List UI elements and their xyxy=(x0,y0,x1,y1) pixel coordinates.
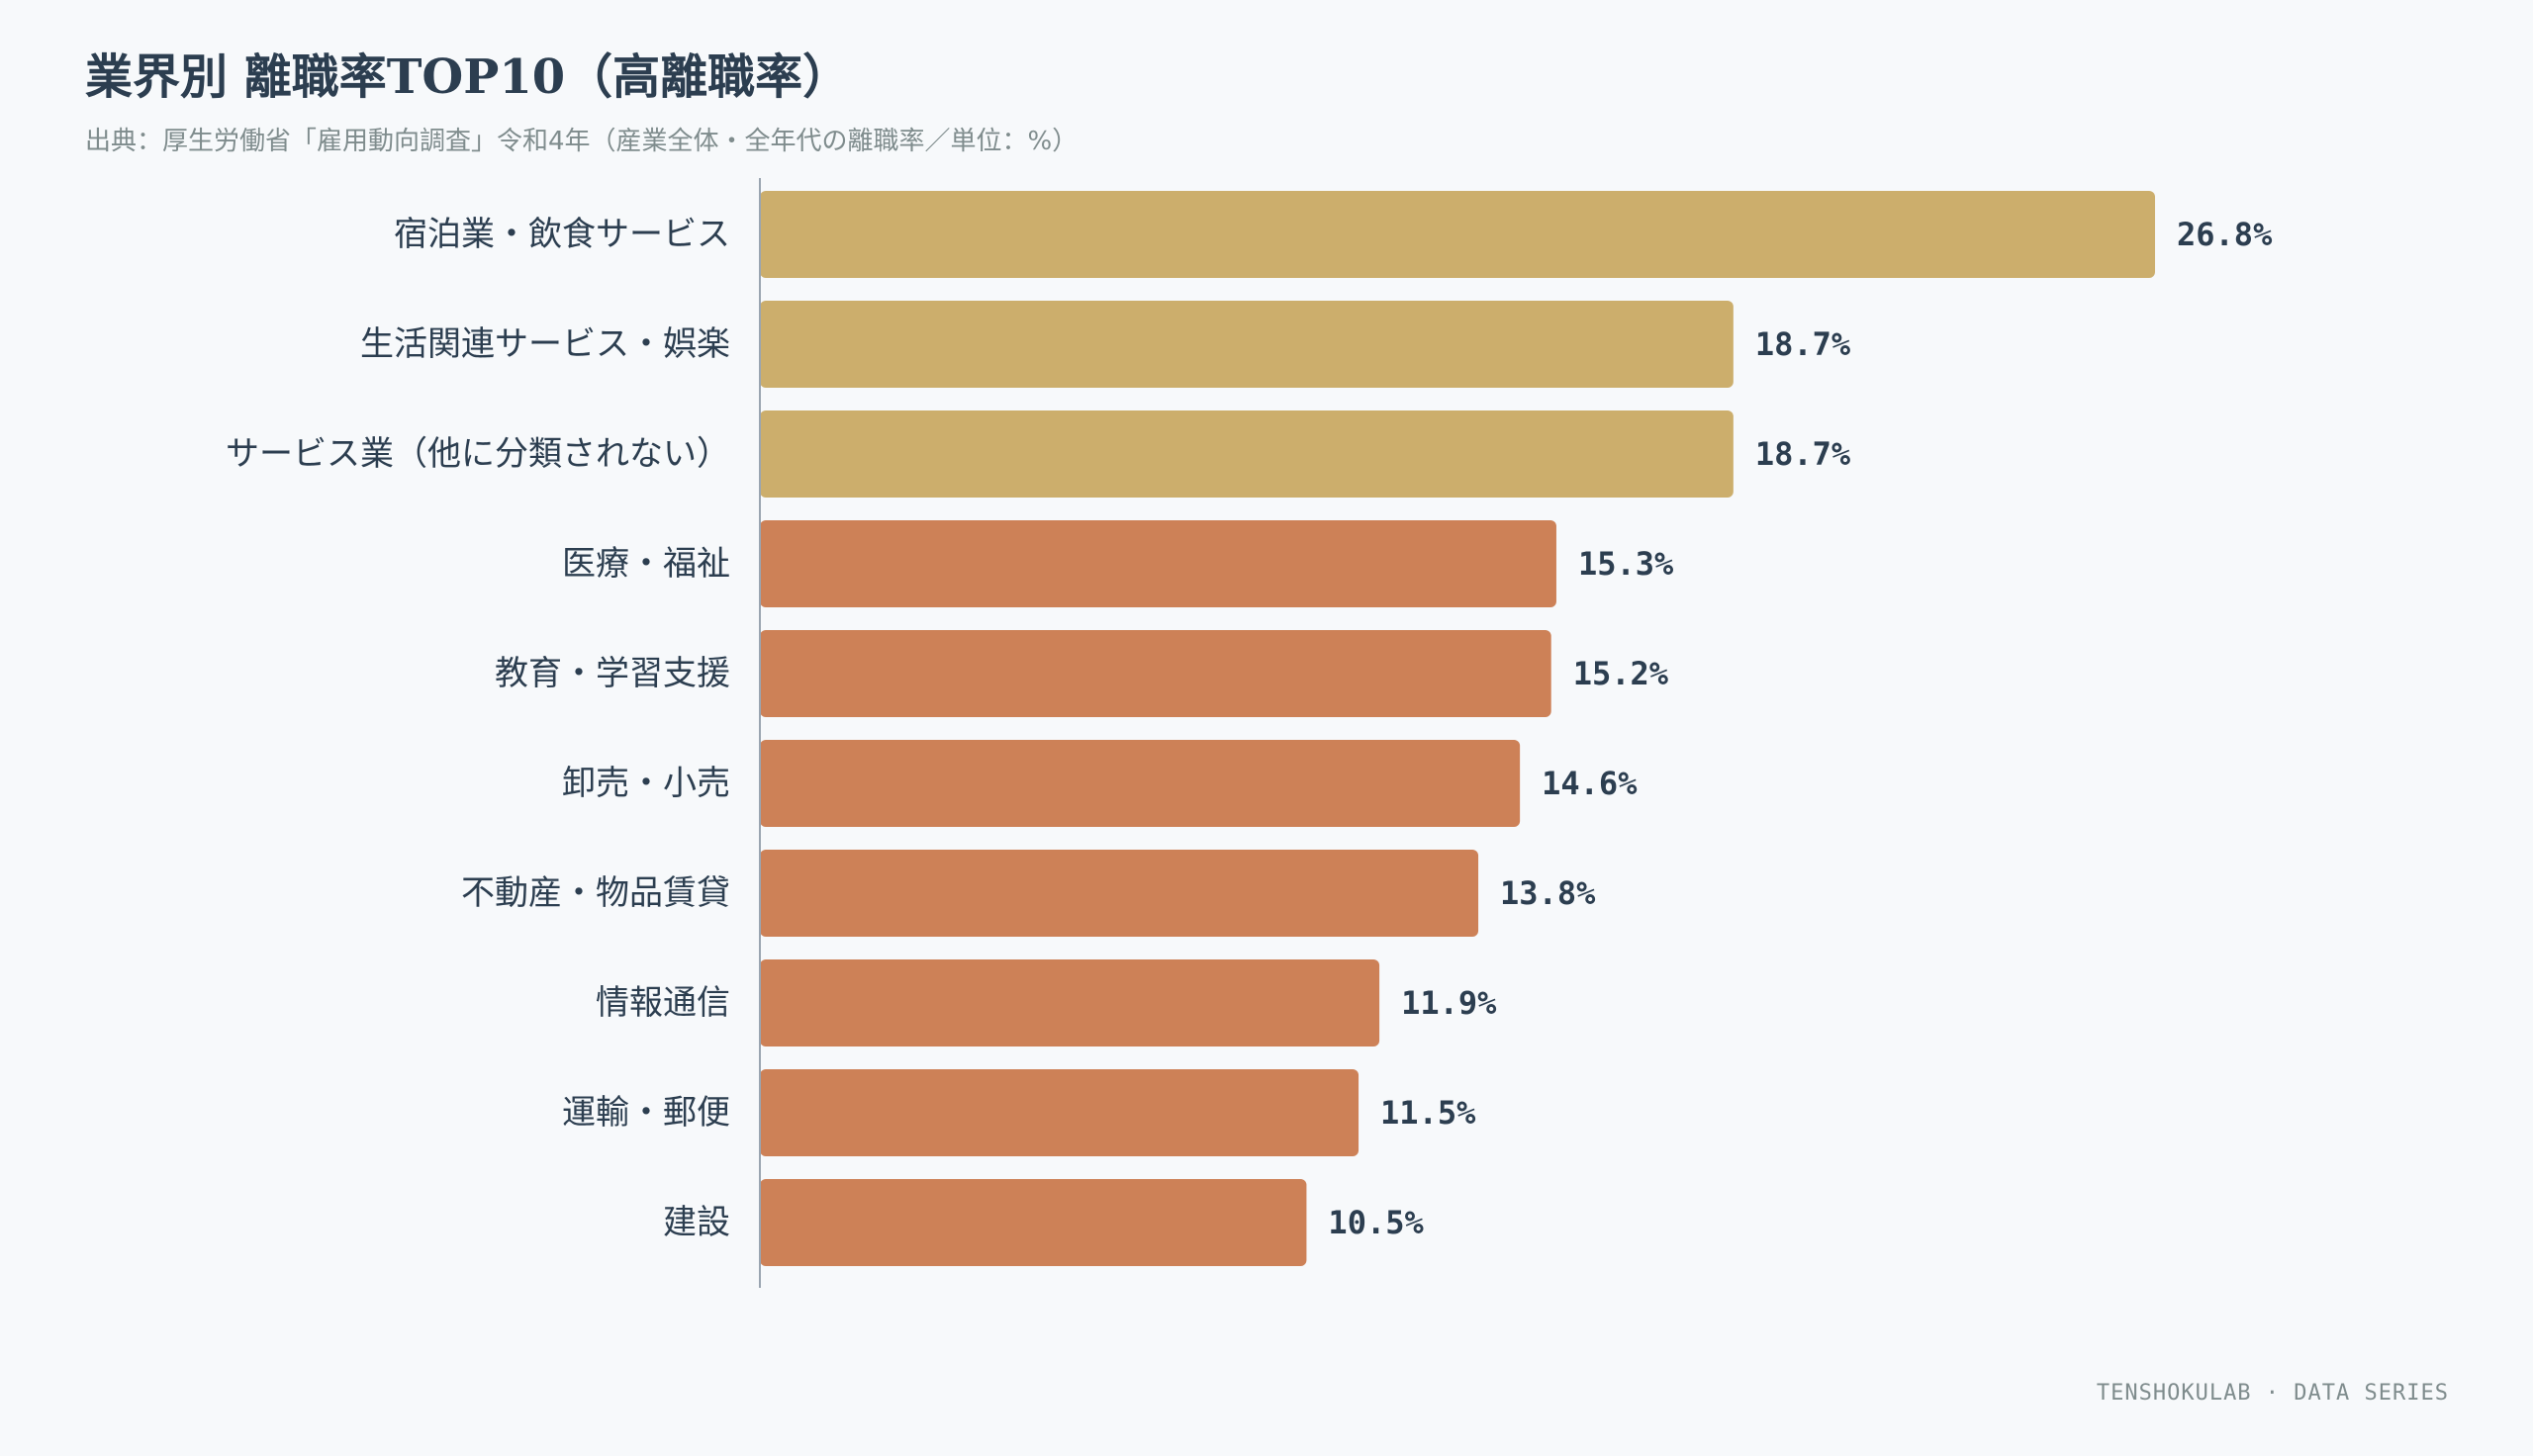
bar xyxy=(760,959,1380,1046)
category-label: 不動産・物品賃貸 xyxy=(461,873,730,913)
category-label: 情報通信 xyxy=(596,983,730,1023)
value-label: 10.5% xyxy=(1328,1204,1424,1241)
bar xyxy=(760,1069,1360,1156)
value-label: 13.8% xyxy=(1500,874,1596,912)
category-label: 教育・学習支援 xyxy=(495,654,730,693)
value-label: 15.2% xyxy=(1573,655,1669,692)
category-label: 医療・福祉 xyxy=(562,544,730,584)
value-label: 11.5% xyxy=(1380,1094,1476,1132)
bar xyxy=(760,520,1556,607)
value-label: 18.7% xyxy=(1755,325,1851,363)
value-label: 11.9% xyxy=(1401,984,1497,1022)
category-label: 生活関連サービス・娯楽 xyxy=(360,324,730,364)
bar xyxy=(760,740,1521,827)
bar xyxy=(760,410,1734,498)
footer-brand: TENSHOKULAB · DATA SERIES xyxy=(2096,1381,2449,1406)
bar xyxy=(760,630,1551,717)
bar xyxy=(760,850,1479,937)
category-label: 宿泊業・飲食サービス xyxy=(394,215,730,254)
value-label: 26.8% xyxy=(2177,216,2273,253)
value-label: 14.6% xyxy=(1542,765,1638,802)
category-label: サービス業（他に分類されない） xyxy=(226,434,730,474)
bar xyxy=(760,191,2155,278)
bar xyxy=(760,1179,1307,1266)
category-label: 建設 xyxy=(663,1203,730,1242)
bar xyxy=(760,301,1734,388)
value-label: 18.7% xyxy=(1755,435,1851,473)
chart-subtitle: 出典：厚生労働省「雇用動向調査」令和4年（産業全体・全年代の離職率／単位：%） xyxy=(85,127,1079,156)
category-label: 運輸・郵便 xyxy=(562,1093,730,1133)
chart-title: 業界別 離職率TOP10（高離職率） xyxy=(85,49,851,105)
value-label: 15.3% xyxy=(1578,545,1674,583)
category-label: 卸売・小売 xyxy=(562,764,730,803)
bars-group: 宿泊業・飲食サービス 26.8% 生活関連サービス・娯楽 18.7% サービス業（他に分… xyxy=(226,191,2273,1266)
